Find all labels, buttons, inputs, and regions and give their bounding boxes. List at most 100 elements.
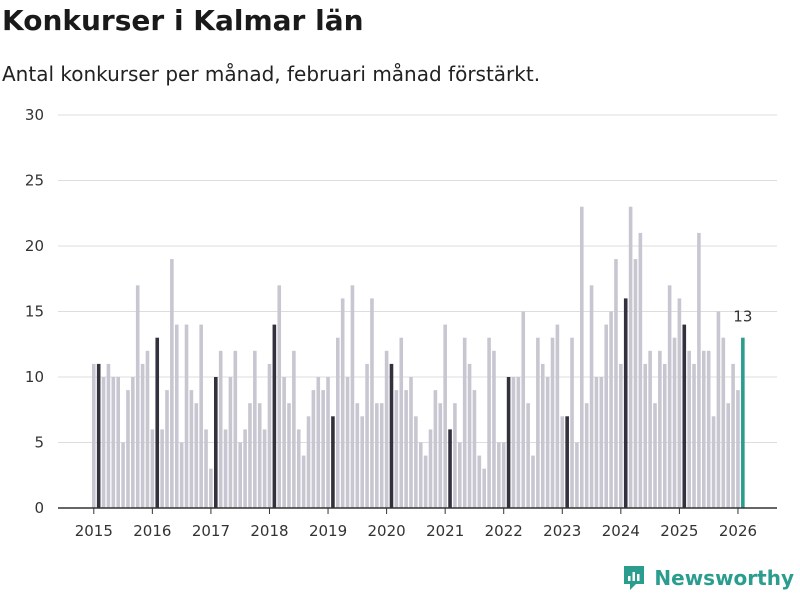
bar — [472, 390, 477, 508]
bar — [604, 324, 608, 508]
bar — [692, 363, 696, 508]
bar — [521, 311, 526, 508]
bar — [223, 429, 228, 508]
bar — [677, 298, 682, 508]
bar — [292, 350, 296, 508]
y-tick-label: 5 — [34, 434, 44, 452]
bar — [262, 429, 267, 508]
bar — [140, 363, 145, 508]
x-tick-label: 2018 — [250, 522, 288, 540]
bar — [204, 429, 208, 508]
x-tick-label: 2025 — [660, 522, 698, 540]
bar — [253, 350, 257, 508]
x-tick-label: 2023 — [543, 522, 581, 540]
bar — [218, 350, 223, 508]
bar — [614, 259, 618, 508]
x-tick-label: 2016 — [133, 522, 171, 540]
bar — [545, 377, 550, 508]
bar — [350, 285, 355, 508]
x-tick-label: 2022 — [485, 522, 523, 540]
bar — [287, 403, 291, 508]
bar — [311, 390, 316, 508]
bar — [638, 232, 643, 508]
bar — [570, 337, 574, 508]
bar — [296, 429, 301, 508]
bar — [179, 442, 184, 508]
bar — [160, 429, 164, 508]
bar — [682, 324, 687, 508]
bar — [584, 403, 589, 508]
bar — [555, 324, 560, 508]
bar — [511, 377, 516, 508]
bar — [550, 337, 555, 508]
bar — [716, 311, 721, 508]
bar — [248, 403, 252, 508]
bar — [453, 403, 457, 508]
bar — [92, 363, 96, 508]
chart-subtitle: Antal konkurser per månad, februari måna… — [2, 62, 541, 86]
bar — [233, 350, 238, 508]
bar — [336, 337, 340, 508]
bar — [438, 403, 443, 508]
bar — [170, 259, 174, 508]
bar — [267, 363, 272, 508]
bar — [316, 377, 321, 508]
bar — [384, 350, 389, 508]
latest-value-label: 13 — [733, 308, 752, 326]
bar — [131, 377, 135, 508]
bar — [423, 455, 428, 508]
y-tick-label: 20 — [25, 237, 44, 255]
bar — [448, 429, 452, 508]
bar — [462, 337, 467, 508]
bar — [379, 403, 384, 508]
bar — [741, 337, 745, 508]
bar — [257, 403, 262, 508]
chart-title: Konkurser i Kalmar län — [2, 4, 364, 37]
y-tick-label: 15 — [25, 303, 44, 321]
y-tick-label: 30 — [25, 106, 44, 124]
newsworthy-logo-icon — [624, 566, 645, 590]
bar — [414, 416, 418, 508]
bar — [467, 363, 472, 508]
bar — [721, 337, 726, 508]
bar — [702, 350, 706, 508]
x-tick-label: 2017 — [192, 522, 230, 540]
bar — [667, 285, 672, 508]
bar — [150, 429, 155, 508]
x-tick-label: 2021 — [426, 522, 464, 540]
bar — [321, 390, 325, 508]
bar — [111, 377, 116, 508]
bar — [331, 416, 335, 508]
bar — [360, 416, 364, 508]
bar — [560, 416, 565, 508]
bar — [365, 363, 369, 508]
bar — [194, 403, 199, 508]
x-tick-label: 2026 — [719, 522, 757, 540]
bar — [565, 416, 569, 508]
bar — [135, 285, 140, 508]
bar — [526, 403, 530, 508]
y-tick-label: 25 — [25, 172, 44, 190]
bar — [340, 298, 345, 508]
bar — [121, 442, 125, 508]
bar — [418, 442, 423, 508]
bar — [575, 442, 579, 508]
bar — [653, 403, 657, 508]
x-tick-label: 2020 — [368, 522, 406, 540]
bar — [589, 285, 594, 508]
bar — [506, 377, 511, 508]
bar — [662, 363, 667, 508]
bar — [428, 429, 433, 508]
x-tick-label: 2019 — [309, 522, 347, 540]
bar — [106, 363, 111, 508]
bar — [619, 363, 623, 508]
bar — [623, 298, 628, 508]
bar — [214, 377, 218, 508]
x-tick-label: 2024 — [602, 522, 640, 540]
bar — [282, 377, 286, 508]
y-tick-label: 0 — [34, 499, 44, 517]
bar — [628, 206, 633, 508]
bar — [477, 455, 482, 508]
bar — [355, 403, 360, 508]
bar — [238, 442, 242, 508]
